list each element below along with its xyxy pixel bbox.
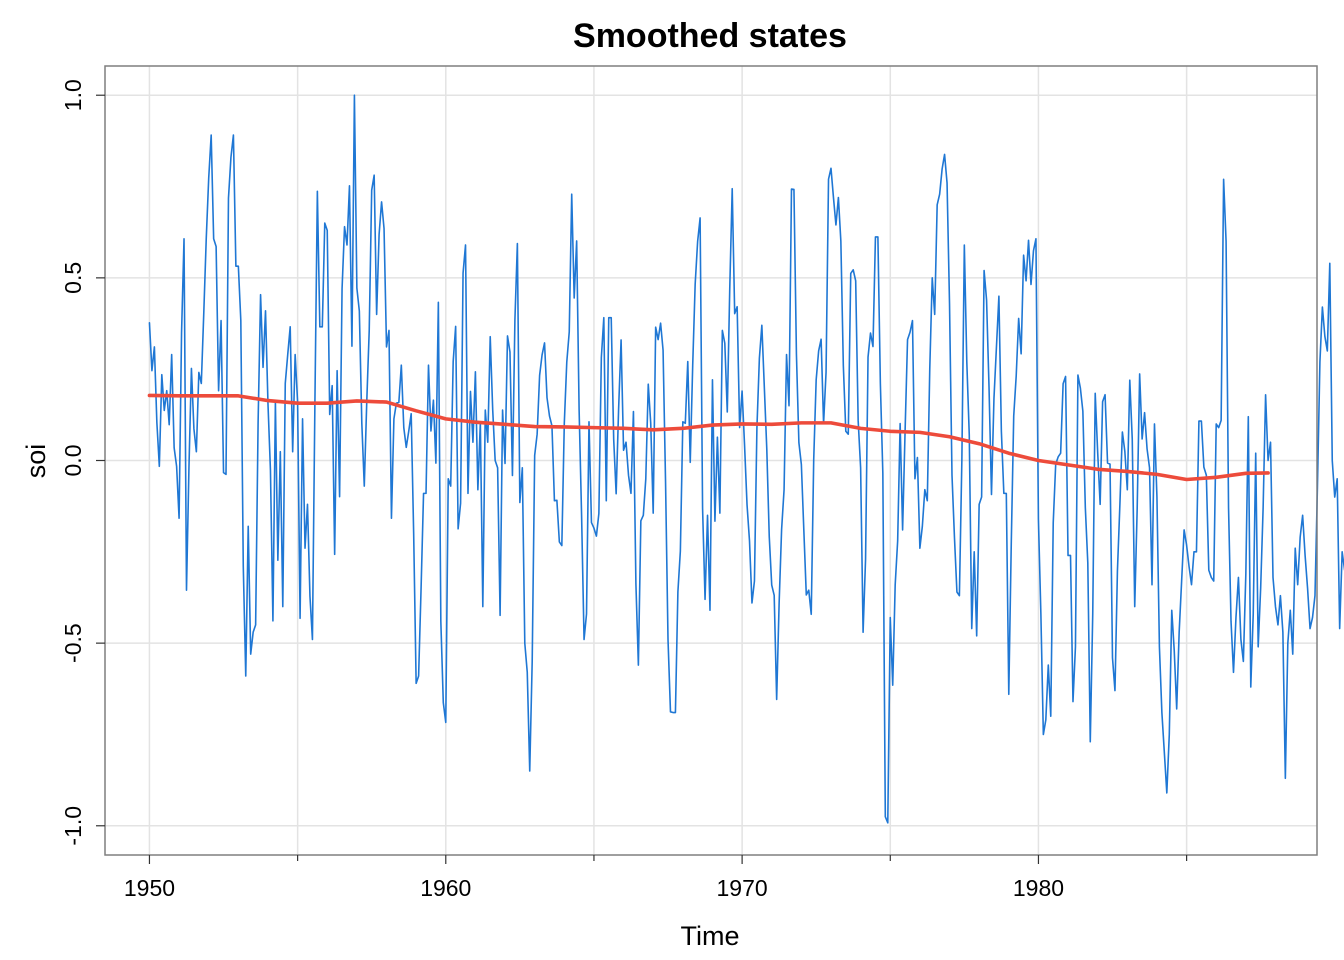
y-tick-label: -0.5 bbox=[60, 623, 86, 663]
series-line-observed bbox=[148, 94, 1344, 824]
series-line-smoothed bbox=[147, 393, 1270, 482]
y-tick-label: -1.0 bbox=[60, 806, 86, 846]
chart-title: Smoothed states bbox=[573, 17, 847, 55]
y-tick-label: 0.5 bbox=[60, 262, 86, 294]
x-axis: 1950 1960 1970 1980 bbox=[124, 855, 1188, 901]
x-tick-label: 1970 bbox=[717, 875, 768, 901]
y-tick-label: 0.0 bbox=[60, 445, 86, 477]
x-tick-label: 1980 bbox=[1013, 875, 1064, 901]
series-layer bbox=[147, 94, 1344, 824]
x-tick-label: 1960 bbox=[420, 875, 471, 901]
plot-panel bbox=[104, 65, 1344, 856]
y-axis: -1.0 -0.5 0.0 0.5 1.0 bbox=[60, 79, 105, 846]
x-tick-label: 1950 bbox=[124, 875, 175, 901]
x-axis-label: Time bbox=[681, 921, 740, 951]
y-axis-label: soi bbox=[21, 444, 51, 479]
y-tick-label: 1.0 bbox=[60, 79, 86, 111]
